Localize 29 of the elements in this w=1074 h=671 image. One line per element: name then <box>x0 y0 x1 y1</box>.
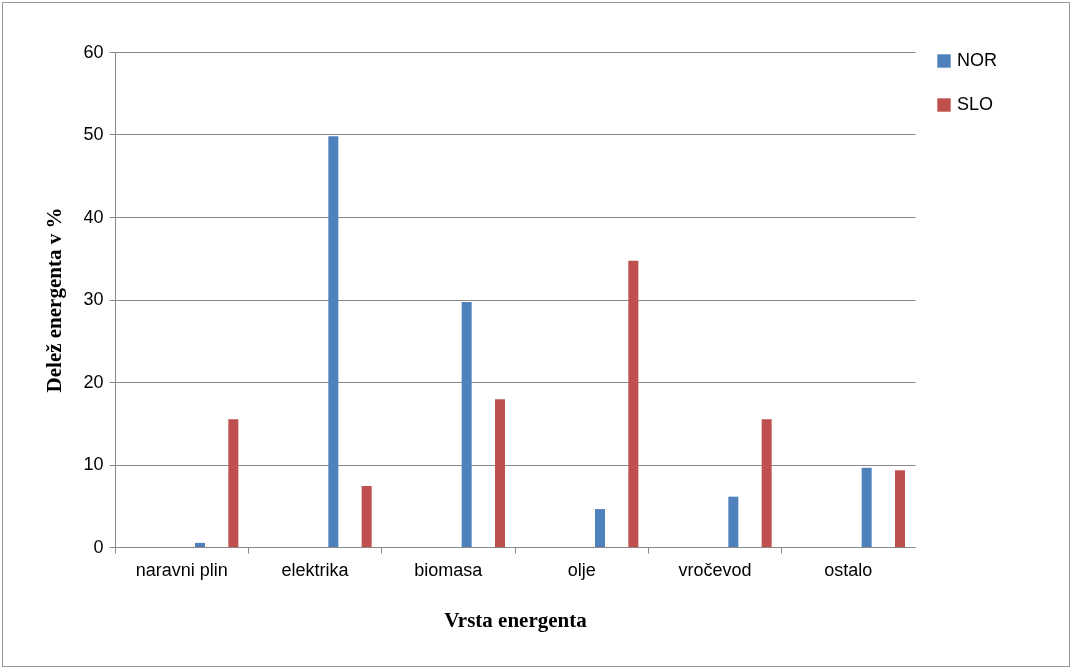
x-tick-label: naravni plin <box>135 559 228 580</box>
y-tick-label: 20 <box>83 371 104 392</box>
bar <box>628 260 639 547</box>
y-tick-label: 60 <box>83 41 104 62</box>
bar <box>461 301 472 547</box>
x-tick-label: olje <box>567 559 596 580</box>
x-axis-title: Vrsta energenta <box>444 607 588 632</box>
y-tick-label: 50 <box>83 124 104 144</box>
bar <box>228 419 239 547</box>
legend-label: NOR <box>957 50 997 70</box>
x-tick-label: biomasa <box>414 559 484 580</box>
y-tick-label: 0 <box>93 536 104 557</box>
y-axis-title: Delež energenta v % <box>42 207 67 393</box>
x-tick-label: elektrika <box>281 559 350 580</box>
y-tick-label: 30 <box>83 289 104 309</box>
legend-label: SLO <box>957 94 994 114</box>
bar <box>328 136 339 547</box>
bar <box>595 509 605 547</box>
bar <box>361 485 372 547</box>
y-tick-label: 40 <box>83 206 104 227</box>
bar <box>728 496 739 547</box>
x-tick-label: vročevod <box>678 559 752 580</box>
bar <box>495 399 505 547</box>
x-tick-label: ostalo <box>824 559 873 580</box>
bar <box>761 419 772 547</box>
bar <box>195 542 205 547</box>
y-tick-label: 10 <box>83 454 104 474</box>
bar <box>895 470 905 547</box>
bar <box>861 467 872 547</box>
